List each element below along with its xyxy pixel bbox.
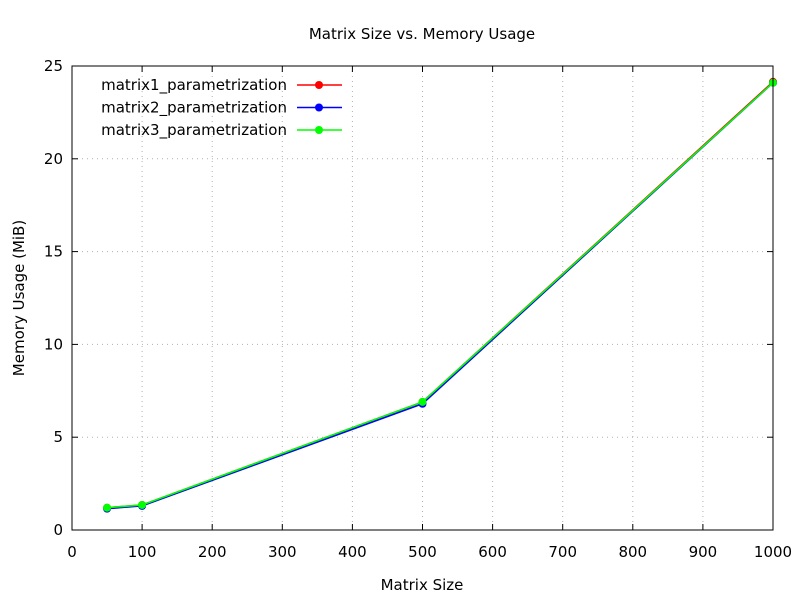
x-tick-label: 600 — [478, 543, 507, 561]
y-tick-label: 20 — [44, 150, 63, 168]
series-1 — [103, 77, 777, 512]
x-tick-label: 800 — [618, 543, 647, 561]
legend-swatch-marker — [315, 81, 323, 89]
data-point — [418, 397, 427, 406]
x-tick-label: 900 — [689, 543, 718, 561]
x-tick-label: 700 — [548, 543, 577, 561]
legend: matrix1_parametrization matrix2_parametri… — [101, 76, 342, 140]
legend-label: matrix3_parametrization — [101, 121, 287, 140]
legend-item: matrix2_parametrization — [101, 99, 342, 118]
y-tick-label: 15 — [44, 243, 63, 261]
legend-item: matrix1_parametrization — [101, 76, 342, 95]
x-tick-label: 100 — [128, 543, 157, 561]
legend-swatch-marker — [315, 126, 323, 134]
x-tick-label: 0 — [67, 543, 77, 561]
series-3 — [103, 78, 777, 512]
axis-ticks: 0 100 200 300 400 500 600 700 800 900 1000 0 5 10 15 20… — [44, 57, 792, 561]
grid — [72, 66, 773, 530]
data-point — [103, 503, 112, 512]
legend-item: matrix3_parametrization — [101, 121, 342, 140]
y-tick-label: 5 — [53, 428, 63, 446]
x-tick-label: 200 — [198, 543, 227, 561]
legend-swatch-marker — [315, 103, 323, 112]
x-tick-label: 300 — [268, 543, 297, 561]
series-line — [106, 82, 774, 509]
data-point — [138, 500, 147, 509]
x-tick-label: 400 — [338, 543, 367, 561]
legend-label: matrix2_parametrization — [101, 99, 287, 118]
x-tick-label: 500 — [408, 543, 437, 561]
legend-label: matrix1_parametrization — [101, 76, 287, 95]
y-tick-label: 0 — [53, 521, 63, 539]
series-2 — [103, 78, 777, 513]
series-line — [106, 82, 774, 510]
x-tick-label: 1000 — [754, 543, 792, 561]
chart-title: Matrix Size vs. Memory Usage — [309, 25, 535, 43]
y-tick-label: 10 — [44, 335, 63, 353]
series-line — [106, 81, 774, 509]
series-layer — [103, 77, 777, 513]
x-axis-title: Matrix Size — [381, 576, 464, 594]
y-tick-label: 25 — [44, 57, 63, 75]
y-axis-title: Memory Usage (MiB) — [10, 220, 28, 376]
